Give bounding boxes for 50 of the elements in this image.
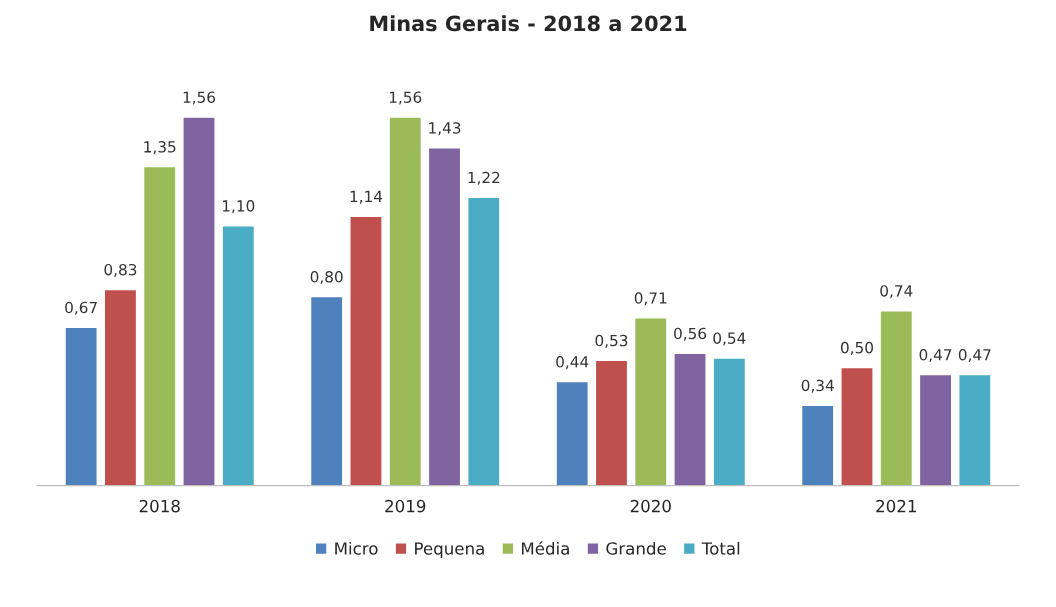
legend-label: Grande: [606, 541, 666, 555]
data-label: 0,44: [556, 356, 589, 370]
bar: [918, 373, 953, 486]
x-tick-label: 2021: [876, 499, 916, 513]
bar: [712, 357, 747, 486]
bar: [349, 215, 383, 486]
bar: [555, 380, 589, 486]
data-label: 0,71: [634, 292, 667, 306]
bar: [840, 366, 874, 486]
x-tick-label: 2019: [385, 499, 426, 513]
data-label: 1,43: [429, 122, 461, 136]
bar: [633, 317, 668, 486]
bar: [388, 116, 423, 486]
data-label: 0,54: [713, 332, 746, 346]
data-label: 1,56: [183, 91, 216, 105]
bar: [594, 359, 629, 486]
bar: [142, 165, 177, 486]
bar: [958, 373, 992, 486]
x-tick-label: 2020: [630, 499, 671, 513]
data-label: 0,56: [674, 327, 707, 341]
x-tick-label: 2018: [139, 499, 180, 513]
bar: [427, 147, 462, 486]
bar: [800, 404, 835, 486]
legend-label: Total: [701, 541, 740, 555]
legend-label: Micro: [335, 541, 378, 555]
bar: [673, 352, 707, 486]
data-label: 0,80: [310, 270, 343, 285]
bar: [64, 326, 98, 486]
bar: [467, 196, 501, 486]
bar: [879, 310, 914, 486]
data-label: 1,10: [222, 200, 255, 214]
data-label: 0,83: [104, 263, 137, 278]
data-label: 1,14: [350, 190, 383, 204]
chart-title: Minas Gerais - 2018 a 2021: [370, 15, 687, 32]
data-label: 0,47: [958, 348, 991, 363]
legend-label: Pequena: [415, 542, 484, 559]
data-label: 1,22: [468, 171, 500, 185]
bar: [309, 295, 344, 486]
data-label: 0,47: [919, 348, 952, 363]
bar: [221, 225, 256, 486]
data-label: 0,74: [880, 285, 913, 299]
bar: [103, 288, 138, 486]
data-label: 0,67: [65, 301, 97, 315]
bar: [182, 116, 216, 486]
data-label: 1,35: [144, 141, 176, 155]
data-label: 0,53: [595, 334, 628, 348]
data-label: 1,56: [389, 91, 422, 105]
data-label: 0,34: [801, 379, 834, 393]
legend-label: Média: [521, 541, 569, 555]
data-label: 0,50: [841, 341, 873, 355]
